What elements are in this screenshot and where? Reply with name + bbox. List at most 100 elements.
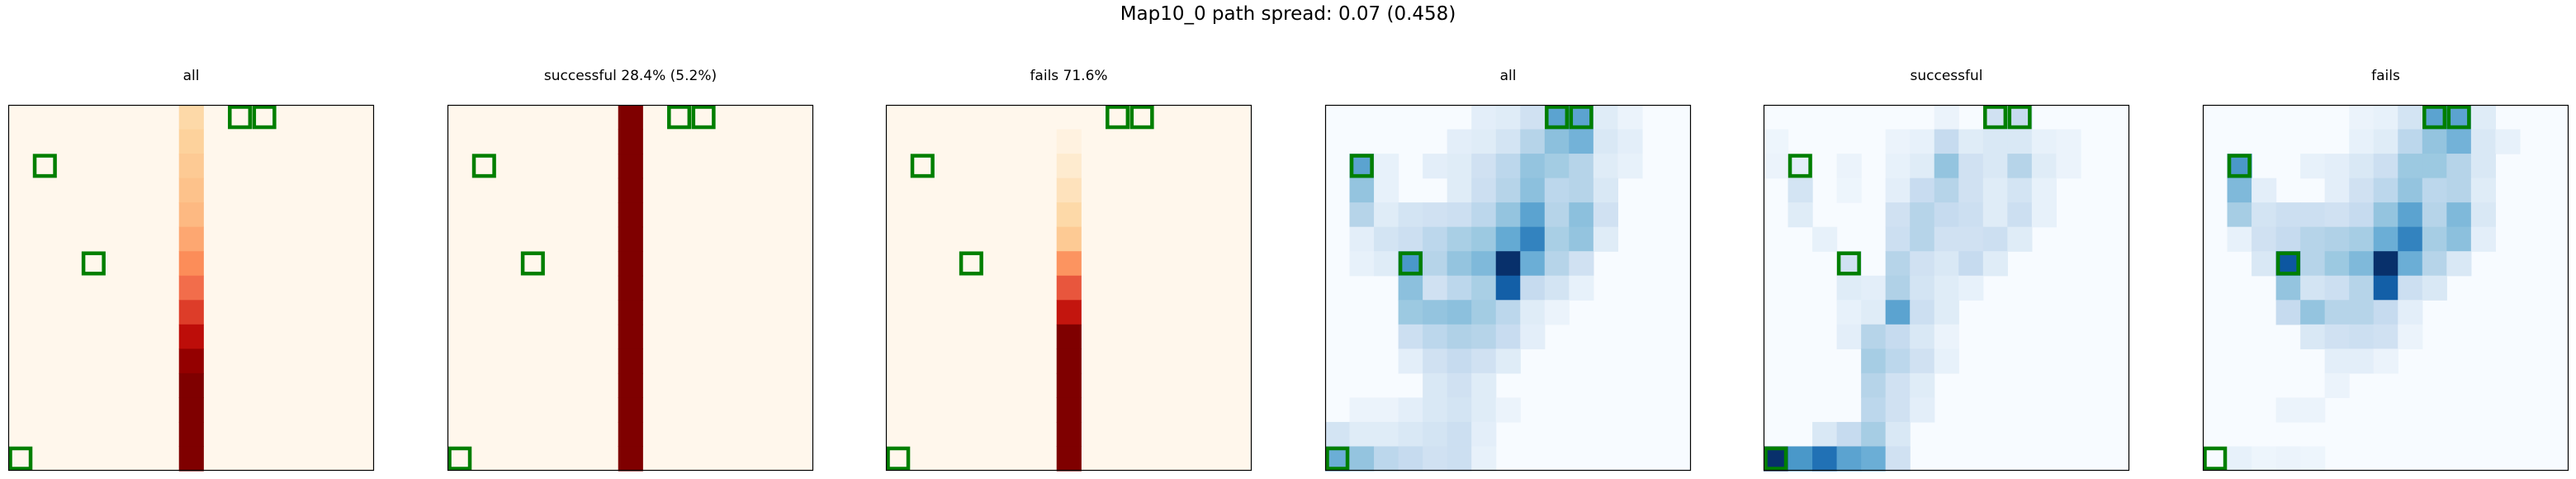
heatmap-cell bbox=[1520, 226, 1546, 252]
heatmap-cell bbox=[1934, 129, 1959, 154]
heatmap-cell bbox=[1374, 178, 1399, 203]
panel-frame bbox=[885, 104, 1252, 472]
heatmap-cell bbox=[2056, 154, 2081, 179]
heatmap-cell bbox=[178, 178, 204, 203]
heatmap-cell bbox=[1982, 178, 2008, 203]
heatmap-cell bbox=[2398, 324, 2423, 349]
heatmap-cell bbox=[2349, 202, 2375, 228]
heatmap-cell bbox=[2275, 202, 2301, 228]
heatmap-cell bbox=[2470, 178, 2496, 203]
heatmap-cell bbox=[2031, 154, 2057, 179]
heatmap-cell bbox=[1885, 421, 1911, 448]
heatmap-cell bbox=[1910, 349, 1935, 374]
heatmap-cell bbox=[1885, 154, 1911, 179]
heatmap-cell bbox=[1544, 178, 1570, 203]
heatmap-cell bbox=[618, 129, 643, 154]
heatmap-cell bbox=[2300, 300, 2326, 325]
heatmap-cell bbox=[2324, 251, 2350, 277]
heatmap-cell bbox=[1520, 202, 1546, 228]
heatmap-cell bbox=[1520, 178, 1546, 203]
heatmap-cell bbox=[618, 372, 643, 398]
heatmap-cell bbox=[1471, 202, 1497, 228]
heatmap-cell bbox=[2007, 154, 2033, 179]
heatmap-cell bbox=[1885, 226, 1911, 252]
heatmap-cell bbox=[2373, 202, 2398, 228]
marker-square bbox=[252, 105, 277, 130]
heatmap-cell bbox=[1861, 446, 1887, 472]
heatmap-panel bbox=[447, 104, 814, 472]
heatmap-cell bbox=[2398, 129, 2423, 154]
heatmap-cell bbox=[1812, 226, 1838, 252]
heatmap-cell bbox=[1861, 372, 1887, 398]
heatmap-cell bbox=[1569, 275, 1594, 301]
heatmap-cell bbox=[2446, 251, 2472, 277]
heatmap-cell bbox=[1836, 154, 1862, 179]
heatmap-cell bbox=[2373, 275, 2398, 301]
marker-square bbox=[2422, 105, 2447, 130]
marker-square bbox=[81, 251, 106, 276]
heatmap-cell bbox=[1569, 202, 1594, 228]
heatmap-cell bbox=[1495, 105, 1521, 130]
heatmap-panel bbox=[885, 104, 1252, 472]
heatmap-cell bbox=[1982, 202, 2008, 228]
heatmap-cell bbox=[1471, 372, 1497, 398]
heatmap-cell bbox=[2398, 202, 2423, 228]
heatmap-cell bbox=[2300, 324, 2326, 349]
heatmap-cell bbox=[1056, 275, 1082, 301]
heatmap-cell bbox=[1861, 349, 1887, 374]
heatmap-cell bbox=[1471, 129, 1497, 154]
heatmap-cell bbox=[618, 421, 643, 448]
heatmap-cell bbox=[2324, 202, 2350, 228]
heatmap-cell bbox=[1374, 202, 1399, 228]
heatmap-cell bbox=[2373, 226, 2398, 252]
marker-square bbox=[910, 154, 935, 178]
heatmap-cell bbox=[2324, 178, 2350, 203]
heatmap-cell bbox=[1788, 202, 1813, 228]
heatmap-cell bbox=[1398, 324, 1423, 349]
heatmap-cell bbox=[618, 154, 643, 179]
heatmap-cell bbox=[1544, 275, 1570, 301]
heatmap-cell bbox=[1471, 324, 1497, 349]
marker-square bbox=[691, 105, 716, 130]
panel-title: successful 28.4% (5.2%) bbox=[543, 68, 717, 84]
heatmap-cell bbox=[1349, 226, 1375, 252]
heatmap-cell bbox=[1056, 372, 1082, 398]
marker-square bbox=[959, 251, 983, 276]
heatmap-cell bbox=[1958, 129, 1984, 154]
heatmap-cell bbox=[1447, 275, 1472, 301]
heatmap-cell bbox=[1910, 397, 1935, 423]
heatmap-cell bbox=[1764, 129, 1789, 154]
heatmap-cell bbox=[1447, 129, 1472, 154]
marker-square bbox=[1788, 154, 1812, 178]
heatmap-cell bbox=[1861, 324, 1887, 349]
heatmap-cell bbox=[2349, 178, 2375, 203]
heatmap-cell bbox=[1885, 349, 1911, 374]
heatmap-cell bbox=[1374, 251, 1399, 277]
heatmap-cell bbox=[1910, 275, 1935, 301]
heatmap-cell bbox=[2470, 226, 2496, 252]
marker-square bbox=[1569, 105, 1593, 130]
marker-square bbox=[1106, 105, 1130, 130]
heatmap-cell bbox=[1471, 300, 1497, 325]
marker-square bbox=[2007, 105, 2032, 130]
heatmap-cell bbox=[1617, 105, 1643, 130]
panel-title: all bbox=[182, 68, 200, 84]
marker-square bbox=[32, 154, 57, 178]
marker-square bbox=[1325, 446, 1350, 471]
heatmap-cell bbox=[1910, 178, 1935, 203]
heatmap-cell bbox=[618, 349, 643, 374]
heatmap-cell bbox=[2300, 226, 2326, 252]
heatmap-cell bbox=[1349, 178, 1375, 203]
heatmap-cell bbox=[1423, 349, 1448, 374]
heatmap-cell bbox=[2227, 178, 2252, 203]
heatmap-cell bbox=[2275, 300, 2301, 325]
heatmap-cell bbox=[2007, 202, 2033, 228]
heatmap-cell bbox=[1982, 226, 2008, 252]
heatmap-cell bbox=[1447, 421, 1472, 448]
heatmap-cell bbox=[1934, 178, 1959, 203]
heatmap-cell bbox=[1056, 397, 1082, 423]
heatmap-cell bbox=[1423, 251, 1448, 277]
heatmap-cell bbox=[1495, 275, 1521, 301]
heatmap-cell bbox=[1423, 154, 1448, 179]
heatmap-cell bbox=[1958, 154, 1984, 179]
